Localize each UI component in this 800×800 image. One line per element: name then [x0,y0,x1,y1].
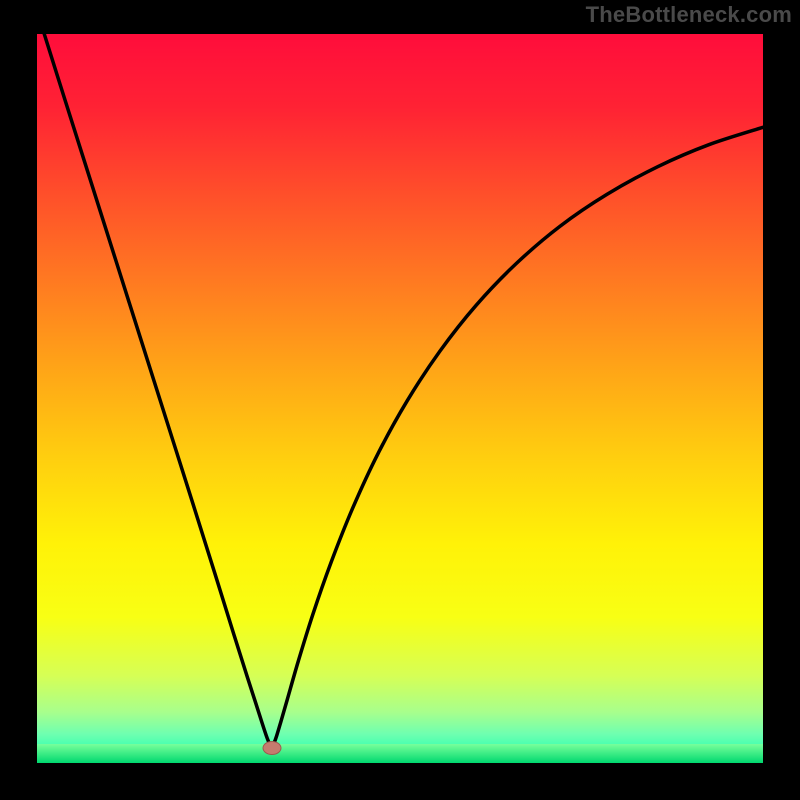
watermark-text: TheBottleneck.com [586,2,792,28]
chart-container: TheBottleneck.com [0,0,800,800]
curve-line [37,34,763,763]
minimum-marker [262,741,281,755]
plot-area [37,34,763,763]
